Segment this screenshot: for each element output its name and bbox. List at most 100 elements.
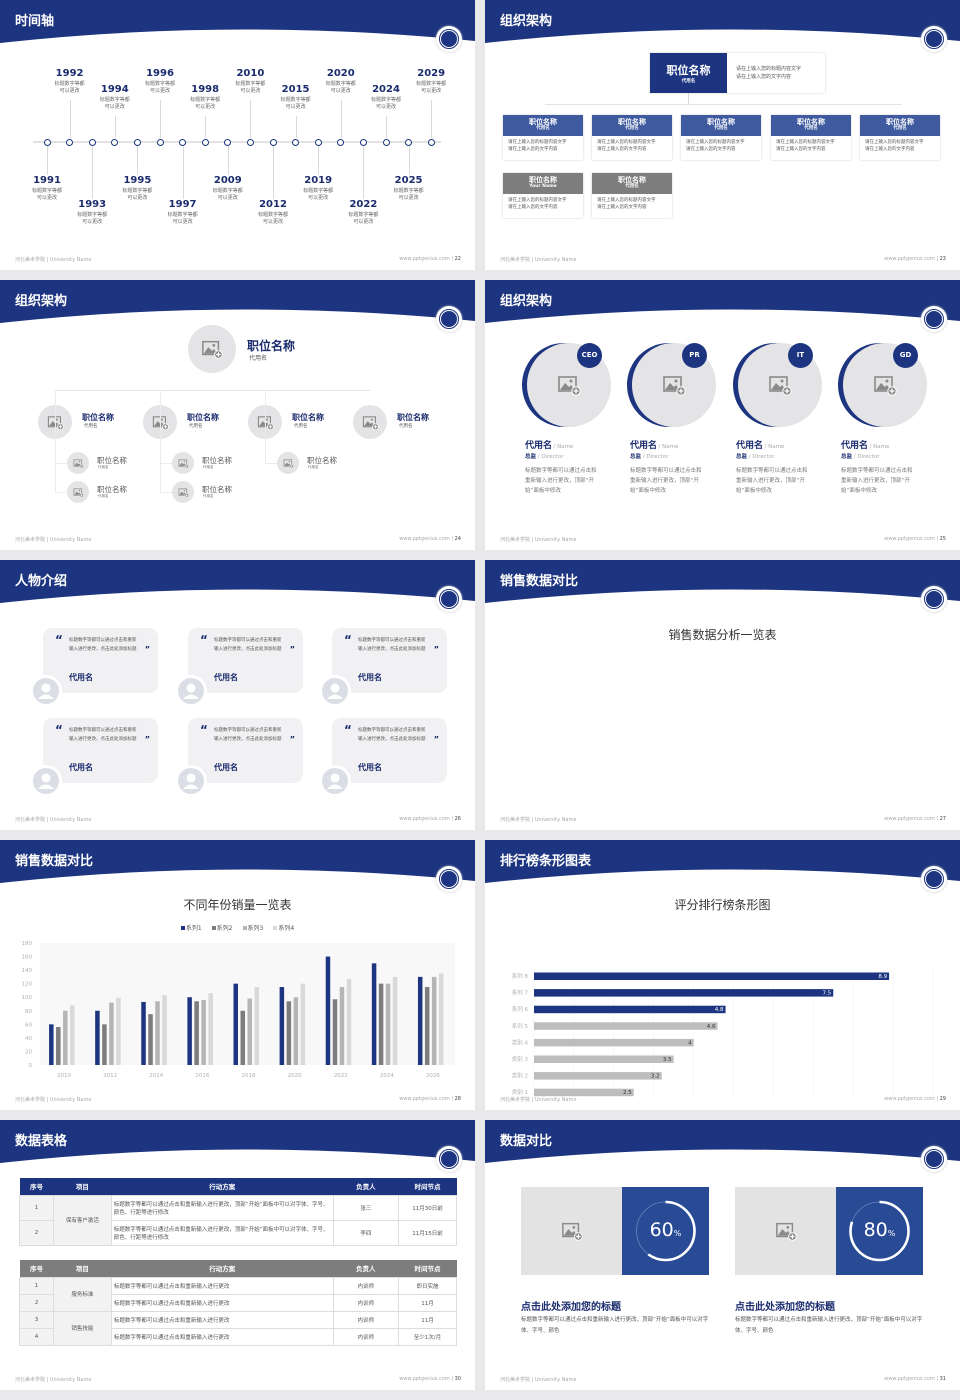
- timeline-dot[interactable]: [359, 138, 367, 146]
- position-box[interactable]: 职位名称 代用名 请在上输入您的标题内容文字 请在上输入您的文字内容: [503, 115, 583, 160]
- y-category-label: 系列 5: [512, 1022, 529, 1030]
- legend-label: 系列1: [185, 925, 202, 932]
- timeline-dot[interactable]: [179, 138, 187, 146]
- timeline-connector: [92, 146, 94, 199]
- timeline-dot[interactable]: [201, 138, 209, 146]
- timeline-dot[interactable]: [246, 138, 254, 146]
- testimonial-card[interactable]: “ 标题数字等都可以通过点击和重新输入进行更改，点击此处添加标题 ” 代用名: [332, 718, 447, 783]
- cell-owner: 内训师: [332, 1276, 399, 1295]
- member-photo[interactable]: [277, 452, 299, 474]
- timeline-dot[interactable]: [43, 138, 51, 146]
- bar: [155, 1001, 160, 1065]
- column-header: 负责人: [333, 1178, 399, 1195]
- member-name-en: / Name: [869, 444, 890, 450]
- footer-site: www.pptgenius.com | 26: [399, 816, 461, 822]
- group-photo[interactable]: [353, 405, 387, 439]
- page-number: 22: [454, 256, 461, 262]
- image-placeholder-icon: [769, 376, 792, 396]
- timeline-year: 2012: [259, 199, 287, 210]
- position-box[interactable]: 职位名称 代用名 请在上输入您的标题内容文字 请在上输入您的文字内容: [681, 115, 761, 160]
- position-box[interactable]: 职位名称 代用名 请在上输入您的标题内容文字 请在上输入您的文字内容: [860, 115, 940, 160]
- image-placeholder[interactable]: [521, 1187, 622, 1275]
- percent-number: 80: [863, 1219, 888, 1241]
- timeline-dot[interactable]: [224, 138, 232, 146]
- bar: [424, 987, 430, 1065]
- percent-value: 80%: [836, 1219, 923, 1241]
- position-box[interactable]: 职位名称 代用名 请在上输入您的标题内容文字 请在上输入您的文字内容: [771, 115, 851, 160]
- member-photo[interactable]: [172, 481, 194, 503]
- grouped-bar-chart: 0 20 40 60 80 100 120 140 160 180 2010 2012 2014 2016…: [22, 941, 455, 1079]
- testimonial-text: 标题数字等都可以通过点击和重新输入进行更改，点击此处添加标题: [358, 728, 426, 742]
- footer-site-url: www.pptgenius.com |: [399, 256, 454, 262]
- slide-org1: 组织架构 河北美术学院 | University Name www.pptgeniu…: [485, 0, 960, 270]
- position-name: 职位名称: [707, 118, 735, 126]
- testimonial-card[interactable]: “ 标题数字等都可以通过点击和重新输入进行更改，点击此处添加标题 ” 代用名: [188, 628, 303, 693]
- legend-swatch: [242, 926, 247, 930]
- member-name: 职位名称: [202, 485, 232, 494]
- member-photo[interactable]: [67, 452, 89, 474]
- y-category-label: 系列 7: [512, 989, 529, 997]
- position-box[interactable]: 职位名称 代用名 请在上输入您的标题内容文字 请在上输入您的文字内容: [592, 173, 672, 218]
- testimonial-card[interactable]: “ 标题数字等都可以通过点击和重新输入进行更改，点击此处添加标题 ” 代用名: [332, 628, 447, 693]
- member-photo[interactable]: [172, 452, 194, 474]
- ring-progress: [635, 1200, 696, 1262]
- university-logo: [921, 866, 947, 892]
- member-sub: 代用名: [308, 465, 319, 469]
- testimonial-card[interactable]: “ 标题数字等都可以通过点击和重新输入进行更改，点击此处添加标题 ” 代用名: [43, 628, 158, 693]
- footer-site: www.pptgenius.com | 22: [399, 256, 461, 262]
- timeline-dot[interactable]: [156, 138, 164, 146]
- cell-action: 标题数字等都可以通过点击和重新输入进行更改: [110, 1327, 334, 1346]
- role-line: 总监 / Director: [630, 452, 708, 460]
- cell-owner: 内训师: [332, 1310, 399, 1329]
- timeline-desc: 标题数字等都 可以更改: [158, 212, 208, 226]
- member-role-en: / Director: [748, 454, 775, 460]
- timeline-dot[interactable]: [66, 138, 74, 146]
- testimonial-card[interactable]: “ 标题数字等都可以通过点击和重新输入进行更改，点击此处添加标题 ” 代用名: [188, 718, 303, 783]
- timeline-dot[interactable]: [88, 138, 96, 146]
- x-tick-label: 2024: [380, 1073, 394, 1079]
- cell-time: 即日实施: [397, 1276, 458, 1295]
- cell-no: 2: [19, 1219, 54, 1246]
- top-position-box: 职位名称 代用名 请在上输入您的标题内容文字 请在上输入您的文字内容: [650, 53, 825, 93]
- timeline-dot[interactable]: [111, 138, 119, 146]
- bar: [102, 1024, 107, 1065]
- bar: [534, 1072, 662, 1080]
- timeline-desc: 标题数字等都 可以更改: [384, 188, 434, 202]
- x-tick-label: 2018: [242, 1073, 256, 1079]
- desc-line: 可以更改: [421, 88, 442, 94]
- timeline-year: 1998: [191, 84, 220, 95]
- member-name-en: / Name: [764, 444, 785, 450]
- timeline-dot[interactable]: [269, 138, 277, 146]
- cell-action: 标题数字等都可以通过点击和重新输入进行更改，顶部“开始”面板中可以对字体、字号、…: [110, 1219, 334, 1246]
- timeline-dot[interactable]: [292, 138, 300, 146]
- position-box[interactable]: 职位名称 Your Name 请在上输入您的标题内容文字 请在上输入您的文字内容: [503, 173, 583, 218]
- timeline-year: 2010: [236, 68, 265, 79]
- desc-line: 可以更改: [172, 219, 193, 225]
- testimonial-name: 代用名: [358, 673, 382, 682]
- member-photo[interactable]: [67, 481, 89, 503]
- timeline-dot[interactable]: [314, 138, 322, 146]
- group-sub: 代用名: [399, 424, 413, 429]
- footer-university: 河北美术学院 | University Name: [500, 257, 577, 263]
- timeline-dot[interactable]: [337, 138, 345, 146]
- timeline-dot[interactable]: [405, 138, 413, 146]
- timeline-dot[interactable]: [427, 138, 435, 146]
- position-sub: 代用名: [249, 355, 268, 362]
- table-row: 2 标题数字等都可以通过点击和重新输入进行更改，顶部“开始”面板中可以对字体、字号…: [19, 1219, 457, 1246]
- desc-line: 请在上输入您的标题内容文字: [736, 66, 802, 72]
- footer-university: 河北美术学院 | University Name: [15, 1097, 92, 1103]
- top-photo[interactable]: [188, 325, 236, 373]
- slide-table: 数据表格 河北美术学院 | University Name www.pptgeniu…: [0, 1120, 475, 1390]
- member-name: 代用名: [525, 441, 553, 451]
- footer-site-url: www.pptgenius.com |: [884, 536, 939, 542]
- timeline-dot[interactable]: [382, 138, 390, 146]
- testimonial-card[interactable]: “ 标题数字等都可以通过点击和重新输入进行更改，点击此处添加标题 ” 代用名: [43, 718, 158, 783]
- timeline-dot[interactable]: [133, 138, 141, 146]
- position-desc: 请在上输入您的标题内容文字 请在上输入您的文字内容: [592, 136, 672, 160]
- position-box[interactable]: 职位名称 代用名 请在上输入您的标题内容文字 请在上输入您的文字内容: [592, 115, 672, 160]
- name-line: 代用名 / Name: [525, 438, 603, 451]
- image-placeholder[interactable]: [735, 1187, 836, 1275]
- timeline-year: 2025: [394, 175, 423, 186]
- timeline-desc: 标题数字等都 可以更改: [67, 212, 117, 226]
- position-header: 职位名称 代用名: [592, 115, 672, 136]
